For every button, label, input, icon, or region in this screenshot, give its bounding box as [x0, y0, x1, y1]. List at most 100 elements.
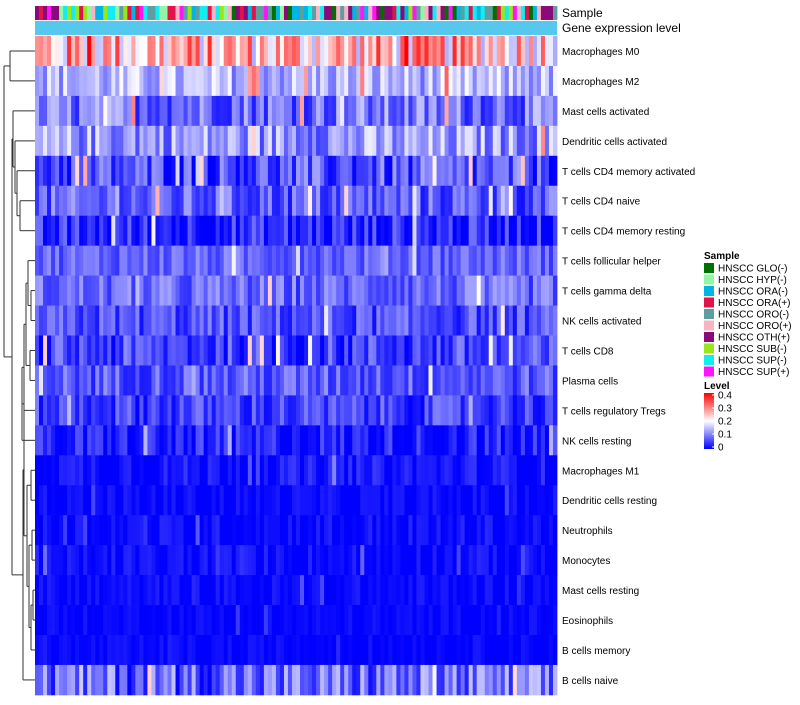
heatmap-cell: [472, 395, 478, 426]
heatmap-cell: [215, 125, 221, 157]
heatmap-cell: [308, 185, 313, 217]
heatmap-cell: [135, 485, 140, 516]
heatmap-cell: [107, 485, 112, 516]
heatmap-cell: [304, 664, 309, 696]
heatmap-cell: [420, 395, 425, 426]
heatmap-cell: [304, 36, 309, 67]
heatmap-cell: [444, 36, 449, 67]
heatmap-cell: [420, 245, 425, 276]
heatmap-cell: [203, 515, 209, 546]
heatmap-cell: [412, 545, 417, 576]
heatmap-cell: [147, 65, 152, 97]
heatmap-cell: [151, 155, 156, 187]
heatmap-cell: [71, 664, 76, 696]
heatmap-cell: [251, 664, 257, 696]
heatmap-cell: [492, 545, 498, 576]
heatmap-cell: [308, 245, 313, 276]
heatmap-cell: [95, 275, 100, 306]
heatmap-cell: [231, 664, 237, 696]
heatmap-cell: [111, 95, 116, 127]
heatmap-cell: [452, 335, 458, 366]
heatmap-cell: [496, 485, 502, 516]
heatmap-cell: [480, 425, 486, 456]
heatmap-cell: [283, 575, 289, 606]
heatmap-cell: [328, 36, 333, 67]
heatmap-cell: [528, 275, 534, 306]
heatmap-cell: [476, 95, 482, 127]
heatmap-cell: [107, 605, 112, 636]
heatmap-cell: [372, 155, 377, 187]
heatmap-cell: [75, 185, 80, 217]
heatmap-cell: [380, 245, 385, 276]
heatmap-cell: [300, 245, 305, 276]
heatmap-cell: [424, 515, 429, 546]
heatmap-cell: [115, 635, 120, 666]
heatmap-cell: [368, 215, 373, 247]
heatmap-cell: [412, 515, 417, 546]
heatmap-cell: [476, 664, 482, 696]
heatmap-cell: [496, 635, 502, 666]
heatmap-cell: [35, 65, 40, 97]
heatmap-cell: [231, 545, 237, 576]
heatmap-cell: [115, 395, 120, 426]
heatmap-cell: [312, 215, 317, 247]
sample-legend-label: HNSCC ORO(-): [718, 310, 789, 321]
heatmap-cell: [540, 65, 546, 97]
heatmap-cell: [452, 365, 458, 396]
heatmap-cell: [131, 575, 136, 606]
heatmap-cell: [444, 125, 449, 157]
sample-annotation-cell: [300, 6, 305, 20]
heatmap-cell: [191, 155, 197, 187]
heatmap-cell: [167, 605, 172, 636]
heatmap-cell: [75, 36, 80, 67]
row-label: T cells CD4 naive: [562, 197, 641, 208]
heatmap-cell: [468, 485, 474, 516]
heatmap-cell: [388, 545, 393, 576]
heatmap-cell: [219, 485, 225, 516]
sample-annotation-cell: [536, 6, 542, 20]
heatmap-cell: [364, 245, 369, 276]
heatmap-cell: [348, 635, 353, 666]
heatmap-cell: [203, 245, 209, 276]
heatmap-cell: [55, 635, 60, 666]
heatmap-cell: [468, 305, 474, 336]
heatmap-cell: [291, 36, 297, 67]
heatmap-cell: [444, 155, 449, 187]
heatmap-cell: [408, 185, 413, 217]
heatmap-cell: [143, 545, 148, 576]
heatmap-cell: [107, 425, 112, 456]
heatmap-cell: [271, 485, 277, 516]
heatmap-cell: [179, 515, 184, 546]
heatmap-cell: [127, 395, 132, 426]
heatmap-cell: [300, 65, 305, 97]
heatmap-cell: [283, 605, 289, 636]
heatmap-cell: [179, 395, 184, 426]
heatmap-cell: [376, 575, 381, 606]
heatmap-cell: [488, 635, 494, 666]
heatmap-cell: [432, 65, 437, 97]
heatmap-cell: [476, 245, 482, 276]
heatmap-cell: [304, 605, 309, 636]
sample-annotation-cell: [247, 6, 253, 20]
heatmap-cell: [336, 185, 341, 217]
heatmap-cell: [243, 515, 249, 546]
heatmap-cell: [123, 395, 128, 426]
heatmap-cell: [320, 365, 325, 396]
heatmap-cell: [504, 215, 510, 247]
heatmap-cell: [376, 245, 381, 276]
heatmap-cell: [512, 365, 518, 396]
heatmap-cell: [139, 395, 144, 426]
heatmap-cell: [155, 185, 160, 217]
heatmap-cell: [247, 635, 253, 666]
sample-annotation-cell: [107, 6, 112, 20]
heatmap-cell: [524, 455, 530, 486]
heatmap-cell: [312, 605, 317, 636]
sample-annotation-cell: [255, 6, 261, 20]
heatmap-cell: [412, 365, 417, 396]
heatmap-cell: [324, 95, 329, 127]
heatmap-cell: [380, 335, 385, 366]
heatmap-cell: [147, 575, 152, 606]
heatmap-cell: [324, 305, 329, 336]
heatmap-cell: [340, 36, 345, 67]
heatmap-cell: [528, 455, 534, 486]
